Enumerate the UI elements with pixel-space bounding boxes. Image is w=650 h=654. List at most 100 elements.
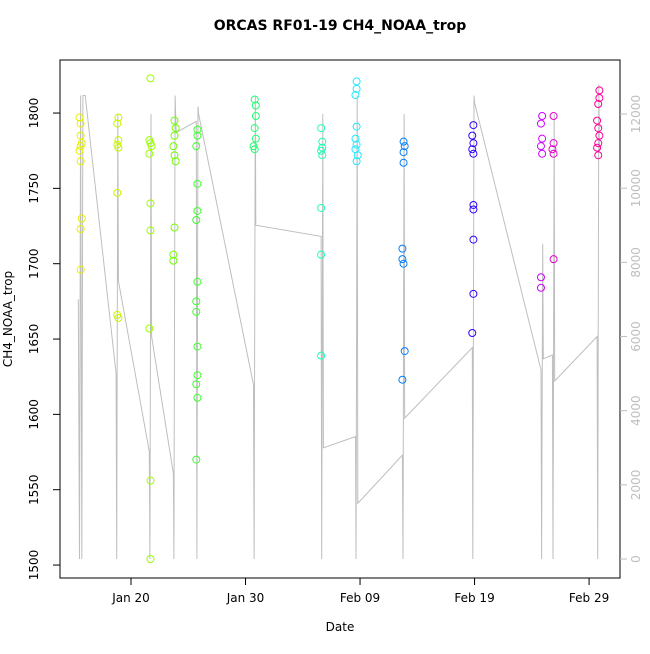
y-tick-label: 1700: [27, 248, 41, 279]
y2-tick-label: 0: [629, 555, 643, 563]
data-point: [399, 148, 408, 157]
data-point: [170, 131, 179, 140]
data-point: [193, 206, 202, 215]
data-point: [538, 112, 547, 121]
data-point: [398, 375, 407, 384]
x-tick-label: Jan 20: [111, 591, 150, 605]
data-point: [75, 113, 84, 122]
data-point: [398, 255, 407, 264]
data-point: [351, 134, 360, 143]
x-tick-label: Feb 29: [569, 591, 609, 605]
data-point: [76, 265, 85, 274]
data-point: [398, 244, 407, 253]
data-point: [469, 205, 478, 214]
data-point: [353, 151, 362, 160]
data-point: [400, 347, 409, 356]
data-point: [594, 139, 603, 148]
data-point: [145, 324, 154, 333]
data-point: [114, 136, 123, 145]
data-point: [400, 142, 409, 151]
data-point: [192, 216, 201, 225]
data-point: [594, 124, 603, 133]
data-point: [251, 101, 260, 110]
data-point: [171, 157, 180, 166]
plot-frame: [59, 59, 621, 579]
data-point: [192, 380, 201, 389]
y-tick-label: 1750: [27, 173, 41, 204]
data-point: [351, 90, 360, 99]
data-point: [595, 131, 604, 140]
data-point: [170, 116, 179, 125]
x-axis-label: Date: [326, 620, 355, 634]
altitude-line: [77, 84, 600, 560]
x-tick-label: Feb 09: [340, 591, 380, 605]
data-point: [146, 74, 155, 83]
data-point: [549, 255, 558, 264]
data-point: [593, 116, 602, 125]
data-point: [193, 125, 202, 134]
data-point: [399, 137, 408, 146]
data-point: [536, 283, 545, 292]
data-point: [76, 225, 85, 234]
data-point: [193, 277, 202, 286]
data-point: [169, 250, 178, 259]
data-point: [469, 139, 478, 148]
data-point: [250, 95, 259, 104]
y-tick-label: 1500: [27, 550, 41, 581]
data-point: [468, 145, 477, 154]
data-point: [536, 119, 545, 128]
data-point: [146, 226, 155, 235]
data-point: [76, 131, 85, 140]
data-point: [251, 134, 260, 143]
data-point: [114, 113, 123, 122]
y2-tick-label: 2000: [629, 470, 643, 501]
data-point: [192, 297, 201, 306]
data-point: [352, 84, 361, 93]
y2-tick-label: 4000: [629, 395, 643, 426]
data-point: [352, 77, 361, 86]
data-point: [399, 158, 408, 167]
data-point: [76, 119, 85, 128]
data-point: [594, 151, 603, 160]
data-point: [594, 99, 603, 108]
data-point: [146, 555, 155, 564]
data-point: [192, 142, 201, 151]
data-point: [192, 307, 201, 316]
x-tick-label: Jan 30: [226, 591, 265, 605]
data-point: [171, 124, 180, 133]
data-point: [469, 289, 478, 298]
y-tick-label: 1800: [27, 98, 41, 129]
data-point: [250, 145, 259, 154]
y-tick-label: 1600: [27, 399, 41, 430]
data-point: [317, 124, 326, 133]
data-point: [75, 146, 84, 155]
data-point: [170, 151, 179, 160]
data-point: [170, 223, 179, 232]
data-point: [114, 143, 123, 152]
data-point: [549, 112, 558, 121]
data-point: [77, 214, 86, 223]
data-point: [468, 131, 477, 140]
data-point: [549, 149, 558, 158]
data-point: [468, 329, 477, 338]
y2-tick-label: 10000: [629, 169, 643, 207]
y-tick-label: 1650: [27, 324, 41, 355]
data-point: [469, 235, 478, 244]
data-point: [469, 200, 478, 209]
data-point: [169, 256, 178, 265]
data-point: [193, 393, 202, 402]
data-point: [146, 476, 155, 485]
data-point: [352, 157, 361, 166]
data-point: [113, 119, 122, 128]
data-point: [399, 259, 408, 268]
data-point: [595, 93, 604, 102]
data-point: [193, 131, 202, 140]
data-point: [251, 112, 260, 121]
y2-tick-label: 6000: [629, 321, 643, 352]
data-point: [146, 199, 155, 208]
data-point: [318, 137, 327, 146]
data-point: [76, 142, 85, 151]
data-point: [536, 273, 545, 282]
